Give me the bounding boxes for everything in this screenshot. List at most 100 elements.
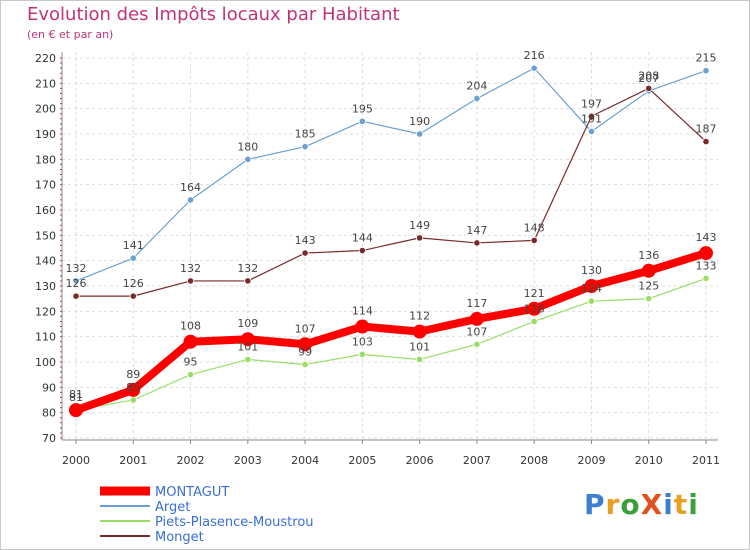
point-montagut — [298, 337, 313, 352]
point-arget — [530, 64, 538, 72]
legend-label: Arget — [155, 500, 190, 515]
data-label: 89 — [126, 368, 140, 381]
x-tick-label: 2006 — [406, 454, 434, 467]
y-tick-label: 80 — [42, 407, 56, 420]
data-label: 95 — [184, 356, 198, 369]
point-piets-plasence-moustrou — [186, 371, 195, 379]
point-monget — [587, 112, 596, 120]
x-tick-label: 2005 — [348, 454, 376, 467]
data-label: 121 — [524, 287, 545, 300]
data-label: 149 — [409, 219, 430, 232]
data-label: 147 — [466, 224, 487, 237]
plot-area — [62, 52, 718, 440]
logo-letter: i — [688, 488, 699, 521]
data-label: 148 — [524, 221, 545, 234]
data-label: 99 — [298, 346, 312, 359]
point-arget — [129, 254, 137, 262]
data-label: 141 — [123, 239, 144, 252]
point-monget — [645, 84, 653, 93]
point-monget — [244, 277, 252, 285]
data-label: 117 — [466, 297, 487, 310]
data-label: 164 — [180, 181, 201, 194]
y-tick-label: 140 — [35, 255, 56, 268]
data-label: 101 — [237, 340, 258, 353]
data-label: 144 — [352, 232, 373, 245]
legend-label: Monget — [155, 530, 204, 545]
point-montagut — [412, 324, 427, 339]
data-label: 216 — [524, 49, 545, 62]
point-montagut — [527, 301, 542, 316]
data-label: 185 — [295, 128, 316, 141]
point-montagut — [126, 382, 141, 397]
data-label: 125 — [638, 280, 659, 293]
y-tick-label: 100 — [35, 356, 56, 369]
data-label: 132 — [237, 262, 258, 275]
point-monget — [186, 277, 195, 285]
y-tick-label: 110 — [35, 331, 56, 344]
series-line-montagut — [72, 249, 710, 415]
data-label: 190 — [409, 115, 430, 128]
y-tick-label: 120 — [35, 305, 56, 318]
data-label: 124 — [581, 282, 602, 295]
point-piets-plasence-moustrou — [301, 360, 309, 369]
data-label: 136 — [638, 249, 659, 262]
x-tick-label: 2008 — [520, 454, 548, 467]
data-label: 112 — [409, 310, 430, 323]
chart-title: Evolution des Impôts locaux par Habitant — [27, 4, 400, 25]
data-label: 133 — [696, 259, 717, 272]
data-label: 132 — [180, 262, 201, 275]
series-line-monget — [75, 87, 707, 297]
data-label: 143 — [696, 231, 717, 244]
point-montagut — [641, 263, 656, 278]
y-tick-label: 200 — [35, 103, 56, 116]
data-label: 109 — [237, 317, 258, 330]
data-label: 187 — [696, 123, 717, 136]
chart-subtitle: (en € et par an) — [27, 28, 114, 41]
data-label: 195 — [352, 102, 373, 115]
data-label: 207 — [638, 72, 659, 85]
data-label: 107 — [466, 325, 487, 338]
legend-label: MONTAGUT — [155, 485, 229, 500]
logo-letter: t — [673, 488, 689, 521]
point-montagut — [69, 403, 83, 418]
point-montagut — [183, 334, 198, 349]
x-tick-label: 2002 — [177, 454, 205, 467]
point-piets-plasence-moustrou — [416, 355, 424, 364]
point-arget — [72, 277, 80, 285]
x-tick-label: 2011 — [692, 454, 720, 467]
logo-letter: o — [620, 488, 641, 521]
data-label: 126 — [66, 277, 87, 290]
point-monget — [530, 236, 538, 244]
proxiti-logo: ProXiti — [584, 488, 699, 521]
data-label: 143 — [295, 234, 316, 247]
x-tick-label: 2004 — [291, 454, 319, 467]
logo-letter: P — [584, 488, 606, 521]
x-tick-label: 2003 — [234, 454, 262, 467]
y-tick-label: 190 — [35, 128, 56, 141]
data-label: 81 — [69, 391, 83, 404]
y-tick-label: 170 — [35, 179, 56, 192]
x-tick-label: 2009 — [577, 454, 605, 467]
data-label: 116 — [524, 302, 545, 315]
point-montagut — [469, 311, 484, 326]
point-arget — [702, 67, 710, 75]
point-arget — [301, 143, 309, 151]
data-label: 130 — [581, 264, 602, 277]
logo-letter: r — [605, 488, 621, 521]
logo-letter: X — [640, 488, 664, 521]
data-label: 180 — [237, 140, 258, 153]
point-montagut — [240, 332, 255, 347]
point-arget — [358, 117, 366, 125]
x-tick-label: 2010 — [635, 454, 663, 467]
point-piets-plasence-moustrou — [702, 274, 710, 282]
y-tick-label: 150 — [35, 229, 56, 242]
logo-letter: i — [663, 488, 674, 521]
y-tick-label: 180 — [35, 153, 56, 166]
data-label: 81 — [69, 388, 83, 401]
point-arget — [416, 130, 424, 138]
x-tick-label: 2000 — [62, 454, 90, 467]
point-monget — [702, 138, 710, 146]
y-tick-label: 210 — [35, 77, 56, 90]
point-monget — [72, 292, 80, 300]
